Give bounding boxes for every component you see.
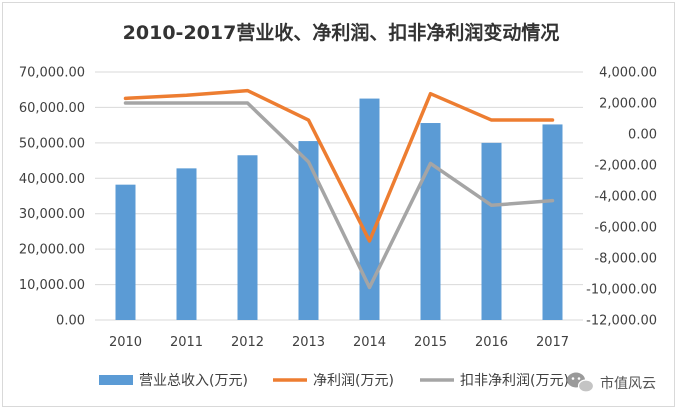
watermark: 市值风云 (567, 372, 656, 393)
right-axis-tick-label: -8,000.00 (594, 252, 657, 267)
left-axis-tick-label: 20,000.00 (19, 243, 85, 258)
bar (176, 168, 197, 320)
combo-chart: 2010-2017营业收、净利润、扣非净利润变动情况 0.00 10,000.00… (19, 21, 657, 393)
x-axis-tick-label: 2011 (170, 335, 203, 350)
legend: 营业总收入(万元) 净利润(万元) 扣非净利润(万元) (99, 373, 569, 389)
x-axis-tick-label: 2012 (231, 335, 264, 350)
bar (359, 98, 380, 320)
series-line (123, 101, 555, 290)
x-axis-tick-label: 2016 (475, 335, 508, 350)
bar (298, 141, 319, 320)
x-axis-tick-label: 2013 (292, 335, 325, 350)
right-axis-tick-label: 4,000.00 (599, 66, 657, 81)
right-axis-ticks: -12,000.00 -10,000.00 -8,000.00 -6,000.00 -4… (586, 66, 657, 329)
left-axis-tick-label: 60,000.00 (19, 101, 85, 116)
bar (237, 155, 258, 320)
legend-label: 净利润(万元) (313, 373, 394, 389)
left-axis-tick-label: 0.00 (56, 314, 85, 329)
chart-title: 2010-2017营业收、净利润、扣非净利润变动情况 (123, 21, 560, 44)
right-axis-tick-label: 0.00 (628, 128, 657, 143)
legend-label: 营业总收入(万元) (139, 373, 248, 389)
x-axis-tick-label: 2014 (353, 335, 386, 350)
right-axis-tick-label: -2,000.00 (594, 159, 657, 174)
right-axis-tick-label: -10,000.00 (586, 283, 657, 298)
x-axis-tick-label: 2015 (414, 335, 447, 350)
line-series (123, 88, 555, 290)
bar (115, 184, 136, 320)
bar (542, 124, 563, 320)
series-line (123, 88, 555, 243)
legend-swatch (99, 375, 133, 385)
bar (420, 123, 441, 320)
left-axis-ticks: 0.00 10,000.00 20,000.00 30,000.00 40,000.00… (19, 66, 85, 329)
legend-label: 扣非净利润(万元) (460, 373, 569, 389)
x-axis-ticks: 2010 2011 2012 2013 2014 2015 2016 2017 (109, 335, 569, 350)
x-axis-tick-label: 2017 (536, 335, 569, 350)
watermark-text: 市值风云 (600, 375, 656, 392)
gridlines (95, 71, 583, 321)
right-axis-tick-label: -12,000.00 (586, 314, 657, 329)
left-axis-tick-label: 10,000.00 (19, 278, 85, 293)
right-axis-tick-label: 2,000.00 (599, 97, 657, 112)
left-axis-tick-label: 70,000.00 (19, 66, 85, 81)
right-axis-tick-label: -4,000.00 (594, 190, 657, 205)
bar (481, 142, 502, 320)
left-axis-tick-label: 40,000.00 (19, 172, 85, 187)
right-axis-tick-label: -6,000.00 (594, 221, 657, 236)
chart-frame: 2010-2017营业收、净利润、扣非净利润变动情况 0.00 10,000.00… (2, 2, 675, 407)
left-axis-tick-label: 50,000.00 (19, 136, 85, 151)
x-axis-tick-label: 2010 (109, 335, 142, 350)
wechat-icon (567, 372, 595, 393)
left-axis-tick-label: 30,000.00 (19, 207, 85, 222)
bar-series (115, 98, 563, 320)
